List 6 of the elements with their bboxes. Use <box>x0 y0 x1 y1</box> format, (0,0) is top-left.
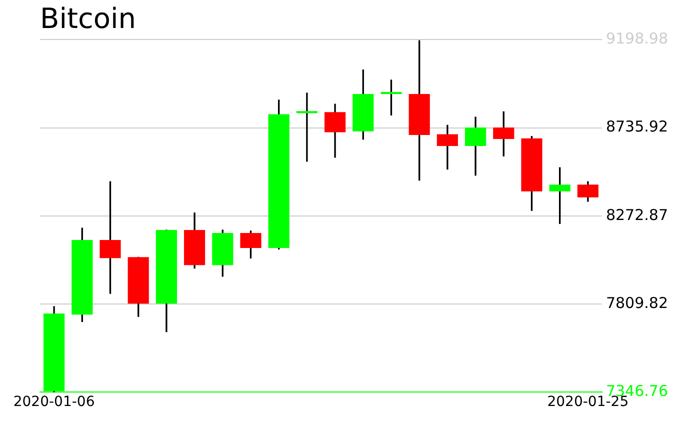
candlestick <box>296 92 318 162</box>
y-tick-label: 7809.82 <box>606 294 668 312</box>
x-tick-label: 2020-01-06 <box>13 394 95 410</box>
chart-title: Bitcoin <box>40 2 136 36</box>
y-tick-label: 8272.87 <box>606 206 668 224</box>
y-tick-label: 8735.92 <box>606 118 668 136</box>
